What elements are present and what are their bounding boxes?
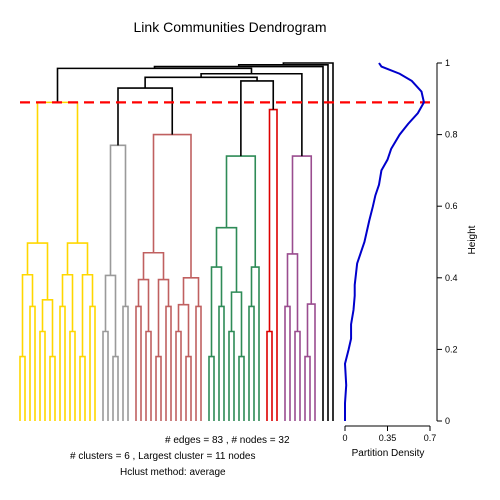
cluster-6 [284,155,316,421]
footer-line-3: Hclust method: average [120,467,226,478]
upper-tree [56,62,334,421]
dendrogram-merge [177,303,190,357]
footer-line-2: # clusters = 6 , Largest cluster = 11 no… [70,451,255,462]
dendrogram-merge [26,242,49,300]
dendrogram-merge [59,305,66,421]
dendrogram-merge [294,330,301,421]
y-tick-label: 0.6 [445,201,458,211]
x-axis-label: Partition Density [352,448,425,459]
dendrogram-merge [69,330,76,421]
dendrogram-merge [284,305,291,421]
footer-line-1: # edges = 83 , # nodes = 32 [165,435,290,446]
dendrogram-merge [61,273,74,332]
dendrogram-merge [230,291,243,357]
dendrogram-merge [135,305,142,421]
dendrogram-merge [145,330,152,421]
dendrogram-merge [266,330,273,421]
y-tick-label: 1 [445,58,450,68]
dendrogram-merge [165,305,172,421]
density-x-tick-label: 0.7 [424,433,437,443]
chart-title: Link Communities Dendrogram [134,19,327,35]
dendrogram-merge [155,355,162,421]
dendrogram-merge [225,155,257,268]
cluster-4 [208,155,260,421]
partition-density-plot: 0 0.35 0.7 [342,62,437,443]
dendrogram-merge [218,305,225,421]
dendrogram-merge [112,355,119,421]
dendrogram-merge [228,330,235,421]
dendrogram-merge [248,305,255,421]
dendrogram-merge [109,144,127,307]
dendrogram-merge [238,355,245,421]
dendrogram-merge [79,355,86,421]
dendrogram-merge [175,330,182,421]
dendrogram-merge [142,251,165,280]
dendrogram-merge [286,253,299,332]
dendrogram-merge [122,305,129,421]
dendrogram-merge [49,355,56,421]
density-series-line [343,62,425,421]
dendrogram-merge [36,101,79,244]
y-tick-label: 0.2 [445,344,458,354]
upper-merge [117,87,174,146]
dendrogram-merge [185,355,192,421]
dendrogram-merge [102,330,109,421]
dendrogram-merge [208,355,215,421]
dendrogram-merge [81,273,94,357]
cluster-1 [19,101,96,421]
y-axis-label: Height [467,225,478,254]
dendrogram-merge [268,108,278,421]
dendrogram-merge [41,299,54,357]
dendrogram-merge [21,273,34,357]
dendrogram-merge [104,274,117,357]
cluster-3 [135,133,202,421]
dendrogram-merge [137,278,150,332]
density-x-tick-label: 0 [342,433,347,443]
cluster-2 [102,144,129,421]
dendrogram-merge [291,155,313,305]
dendrogram-merge [39,330,46,421]
dendrogram-plot [19,62,432,421]
dendrogram-merge [182,276,200,307]
dendrogram-merge [66,242,89,275]
height-axis: 0 0.2 0.4 0.6 0.8 1 [436,58,458,426]
y-tick-label: 0.8 [445,130,458,140]
y-tick-label: 0.4 [445,273,458,283]
upper-merge [240,80,275,157]
y-tick-label: 0 [445,416,450,426]
dendrogram-merge [215,226,238,293]
upper-merge [200,72,303,157]
dendrogram-merge [152,133,192,278]
dendrogram-merge [157,278,170,357]
dendrogram-merge [250,266,260,421]
dendrogram-merge [29,305,36,421]
dendrogram-merge [19,355,26,421]
dendrogram-merge [210,266,223,357]
dendrogram-merge [304,355,311,421]
upper-merge [282,62,334,421]
density-x-tick-label: 0.35 [379,433,397,443]
dendrogram-merge [195,305,202,421]
dendrogram-merge [306,303,316,421]
dendrogram-merge [89,305,96,421]
cluster-5 [266,108,278,421]
